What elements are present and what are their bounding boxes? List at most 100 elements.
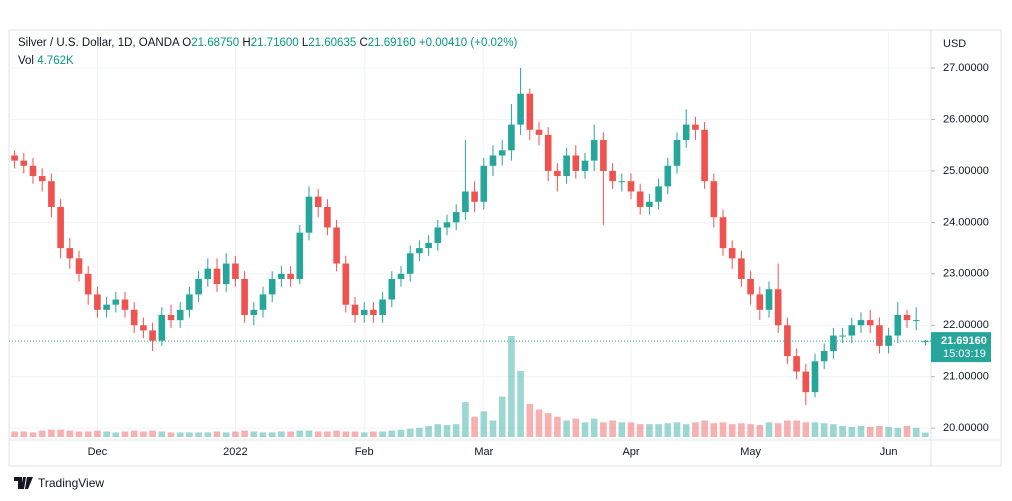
volume-bar xyxy=(581,422,589,437)
volume-bar xyxy=(370,431,377,437)
volume-bar xyxy=(701,420,708,437)
candle-body xyxy=(388,278,396,300)
volume-bar xyxy=(673,422,681,437)
candle-body xyxy=(241,278,248,315)
x-tick-label: Dec xyxy=(88,446,108,458)
candle-body xyxy=(305,196,313,233)
volume-bar xyxy=(259,432,267,437)
candle-body xyxy=(876,325,883,346)
volume-bar xyxy=(756,425,764,437)
volume-bar xyxy=(646,424,653,437)
candle-body xyxy=(774,289,782,326)
candle-body xyxy=(342,263,350,305)
volume-bar xyxy=(29,432,37,437)
volume-bar xyxy=(130,430,138,437)
candle-body xyxy=(434,227,442,243)
volume-bar xyxy=(894,427,902,437)
candle-body xyxy=(655,186,662,202)
volume-bar xyxy=(747,424,754,437)
volume-bar xyxy=(94,430,101,437)
candle-body xyxy=(296,232,304,279)
volume-bar xyxy=(324,431,331,437)
candle-body xyxy=(572,155,580,171)
candle-body xyxy=(94,294,101,310)
change: +0.00410 (+0.02%) xyxy=(418,37,518,49)
volume-bar xyxy=(333,430,340,437)
countdown: 15:03:19 xyxy=(943,348,986,360)
candle-body xyxy=(176,309,184,321)
candle-body xyxy=(324,206,331,228)
candle-body xyxy=(765,289,773,310)
volume-bar xyxy=(462,402,469,437)
volume-bar xyxy=(48,429,55,437)
volume-bar xyxy=(388,430,396,437)
volume-bar xyxy=(774,423,782,437)
candle-body xyxy=(701,129,708,182)
volume-bar xyxy=(793,420,800,437)
volume-bar xyxy=(57,429,64,437)
candle-body xyxy=(452,212,460,223)
volume-bar xyxy=(526,403,534,437)
volume-bar xyxy=(416,427,423,437)
volume-bar xyxy=(241,430,248,437)
candle-body xyxy=(11,155,18,161)
candle-body xyxy=(618,181,626,183)
x-tick-label: May xyxy=(740,446,761,458)
candle-body xyxy=(186,294,193,310)
volume-bar xyxy=(213,431,221,437)
candle-body xyxy=(600,140,607,171)
candle-body xyxy=(406,253,414,274)
candle-body xyxy=(581,160,589,171)
candle-body xyxy=(397,273,405,279)
volume-bar xyxy=(232,431,239,437)
candle-body xyxy=(112,299,120,305)
volume-bar xyxy=(719,422,727,437)
candle-body xyxy=(232,263,239,279)
candle-body xyxy=(609,170,616,182)
candle-body xyxy=(590,140,598,161)
volume-bar xyxy=(609,420,616,437)
volume-bar xyxy=(590,418,598,437)
open-label: O xyxy=(182,37,192,49)
candle-body xyxy=(793,356,800,372)
candle-body xyxy=(517,93,524,125)
candle-body xyxy=(498,150,506,156)
x-tick-label: Jun xyxy=(880,446,898,458)
volume-bar xyxy=(563,420,570,437)
volume-bar xyxy=(682,424,690,437)
volume-bar xyxy=(922,432,929,437)
volume-bar xyxy=(314,431,322,437)
low-label: L xyxy=(301,37,309,49)
volume-bar xyxy=(802,422,810,437)
candle-body xyxy=(710,181,718,218)
volume-bar xyxy=(471,416,478,437)
volume-bar xyxy=(636,424,644,437)
brand[interactable]: TradingView xyxy=(14,476,104,490)
volume-bar xyxy=(728,424,736,437)
volume-bar xyxy=(489,420,497,437)
volume-bar xyxy=(167,432,175,437)
candle-body xyxy=(48,181,55,207)
candle-body xyxy=(314,196,322,207)
candle-body xyxy=(462,191,469,213)
volume-bar xyxy=(738,423,745,437)
y-tick-label: 21.00000 xyxy=(943,371,989,383)
candle-body xyxy=(756,294,764,310)
volume-legend: Vol 4.762K xyxy=(18,55,74,67)
candle-body xyxy=(379,299,386,315)
volume-bar xyxy=(149,430,156,437)
high-label: H xyxy=(242,37,251,49)
candle-body xyxy=(480,165,488,202)
volume-value: 4.762K xyxy=(37,55,74,67)
volume-bar xyxy=(544,413,552,437)
brand-name: TradingView xyxy=(38,476,105,490)
volume-bar xyxy=(830,424,837,437)
volume-bar xyxy=(425,425,432,437)
candle-body xyxy=(903,314,911,321)
last-price-box xyxy=(931,332,991,363)
candle-body xyxy=(158,314,166,341)
close: 21.69160 xyxy=(367,37,416,49)
candle-body xyxy=(425,242,432,249)
volume-bar xyxy=(765,422,773,437)
candle-body xyxy=(29,165,37,177)
